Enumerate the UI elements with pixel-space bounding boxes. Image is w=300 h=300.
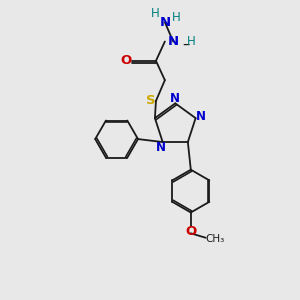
Text: N: N [159, 16, 170, 29]
Text: H: H [151, 8, 160, 20]
Text: N: N [156, 141, 166, 154]
Text: O: O [120, 54, 131, 67]
Text: N: N [168, 35, 179, 48]
Text: H: H [172, 11, 181, 24]
Text: CH₃: CH₃ [206, 234, 225, 244]
Text: –: – [182, 36, 189, 51]
Text: N: N [196, 110, 206, 123]
Text: S: S [146, 94, 155, 107]
Text: H: H [187, 35, 195, 48]
Text: O: O [185, 225, 196, 238]
Text: N: N [170, 92, 180, 105]
